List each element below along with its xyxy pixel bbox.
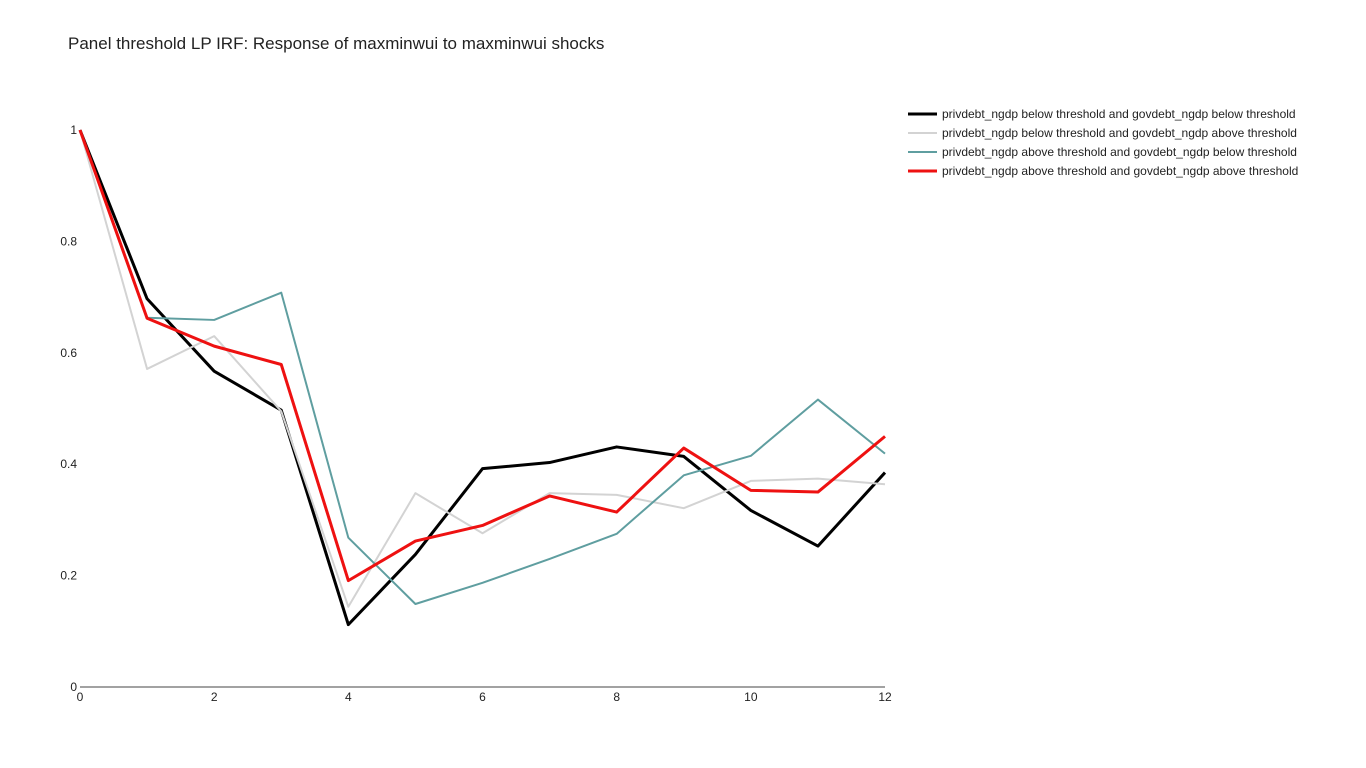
series-line-3 <box>79 129 886 606</box>
y-tick-label: 1 <box>70 123 77 137</box>
chart-title: Panel threshold LP IRF: Response of maxm… <box>68 34 605 53</box>
legend-item-2[interactable]: privdebt_ngdp below threshold and govdeb… <box>908 126 1297 140</box>
y-tick-label: 0.4 <box>60 457 77 471</box>
series-lines <box>78 129 887 627</box>
x-tick-label: 6 <box>479 690 486 704</box>
y-tick-label: 0.6 <box>60 346 77 360</box>
x-tick-label: 0 <box>77 690 84 704</box>
legend-label: privdebt_ngdp above threshold and govdeb… <box>942 145 1297 159</box>
series-line-1 <box>78 129 887 627</box>
legend-label: privdebt_ngdp below threshold and govdeb… <box>942 107 1296 121</box>
series-line-4 <box>78 129 886 583</box>
x-tick-label: 2 <box>211 690 218 704</box>
x-tick-label: 8 <box>613 690 620 704</box>
legend: privdebt_ngdp below threshold and govdeb… <box>908 107 1298 178</box>
legend-item-1[interactable]: privdebt_ngdp below threshold and govdeb… <box>908 107 1296 121</box>
x-tick-label: 10 <box>744 690 758 704</box>
legend-label: privdebt_ngdp below threshold and govdeb… <box>942 126 1297 140</box>
axes: 0 2 4 6 8 10 12 0 0.2 0.4 0.6 0.8 1 <box>60 123 892 704</box>
y-tick-label: 0.2 <box>60 569 77 583</box>
series-line-2 <box>79 129 886 608</box>
y-tick-label: 0.8 <box>60 234 77 248</box>
x-tick-label: 4 <box>345 690 352 704</box>
x-tick-label: 12 <box>878 690 892 704</box>
y-tick-label: 0 <box>70 680 77 694</box>
legend-item-3[interactable]: privdebt_ngdp above threshold and govdeb… <box>908 145 1297 159</box>
legend-item-4[interactable]: privdebt_ngdp above threshold and govdeb… <box>908 164 1298 178</box>
legend-label: privdebt_ngdp above threshold and govdeb… <box>942 164 1298 178</box>
